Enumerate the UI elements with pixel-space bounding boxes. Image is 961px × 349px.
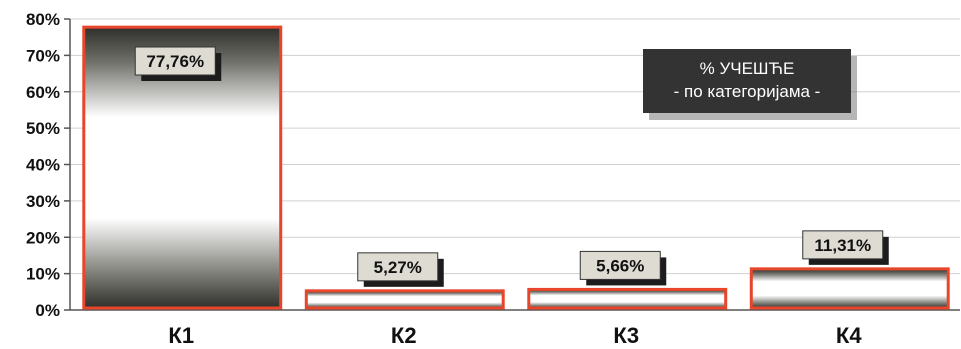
data-label: 11,31% [814, 236, 871, 255]
y-tick-label: 10% [26, 265, 60, 284]
data-label-box [357, 252, 439, 282]
chart-title-box: % УЧЕШЋЕ - по категоријама - [643, 49, 857, 120]
data-label: 5,66% [596, 256, 644, 275]
data-label-box [134, 46, 216, 76]
y-tick-label: 60% [26, 83, 60, 102]
data-label-box [802, 230, 884, 260]
y-tick-label: 0% [35, 301, 60, 320]
y-tick-label: 50% [26, 119, 60, 138]
axes: 0% 10% 20% 30% 40% 50% 60% 70% 80% К1 К2 К3 К4 [26, 10, 960, 348]
x-category-label: К2 [391, 323, 417, 348]
bar-4 [749, 267, 950, 310]
chart-title: % УЧЕШЋЕ [700, 59, 795, 78]
data-label: 77,76% [146, 52, 204, 71]
x-category-label: К3 [613, 323, 639, 348]
y-tick-label: 80% [26, 10, 60, 29]
bar-3 [527, 287, 728, 310]
chart-title-background [643, 49, 851, 113]
x-category-label: К4 [836, 323, 862, 348]
data-label: 5,27% [374, 258, 422, 277]
x-category-label: К1 [168, 323, 194, 348]
y-tick-label: 40% [26, 156, 60, 175]
chart-subtitle: - по категоријама - [674, 82, 821, 101]
data-labels: 77,76% 5,27% 5,66% 11,31% [134, 46, 889, 287]
y-tick-label: 20% [26, 228, 60, 247]
y-tick-label: 30% [26, 192, 60, 211]
y-tick-label: 70% [26, 46, 60, 65]
data-label-box [579, 250, 661, 280]
bar-2 [304, 289, 505, 310]
